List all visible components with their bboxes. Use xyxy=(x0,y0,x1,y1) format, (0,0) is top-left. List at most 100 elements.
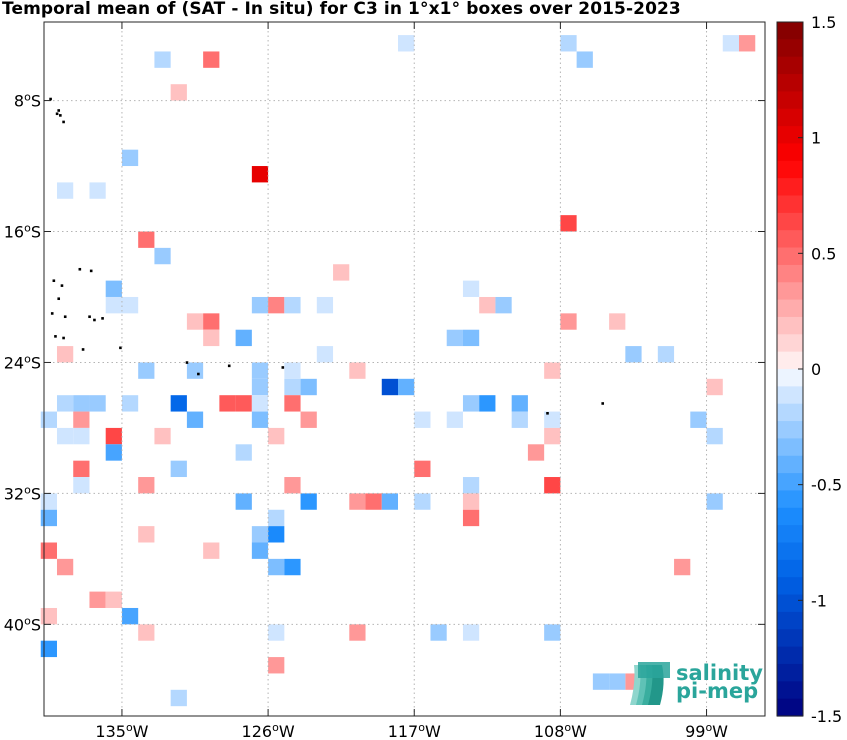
data-cell xyxy=(105,296,122,314)
colorbar-swatch xyxy=(777,195,803,214)
data-cell xyxy=(251,378,269,396)
data-cell xyxy=(89,591,106,608)
data-cell xyxy=(268,296,285,314)
data-cell xyxy=(414,460,431,478)
data-cell xyxy=(560,313,577,330)
colorbar-swatch xyxy=(777,108,803,127)
data-cell xyxy=(56,182,74,199)
colorbar-swatch xyxy=(777,507,803,526)
data-cell xyxy=(121,607,139,625)
data-cell xyxy=(462,280,480,297)
data-cell xyxy=(268,657,285,674)
data-cell xyxy=(105,280,122,297)
colorbar-swatch xyxy=(777,212,803,231)
land-speck xyxy=(119,346,122,350)
data-cell xyxy=(495,296,512,314)
plot-frame xyxy=(43,21,766,717)
data-cell xyxy=(462,493,480,510)
data-cell xyxy=(40,509,57,527)
colorbar-tick-label: 1 xyxy=(811,129,821,148)
y-tick-label: 32oS xyxy=(4,483,41,503)
data-cell xyxy=(479,395,496,412)
data-cell xyxy=(40,640,57,658)
y-tick-label: 16oS xyxy=(4,222,41,242)
data-cell xyxy=(544,477,561,494)
data-cell xyxy=(89,182,106,199)
land-speck xyxy=(49,97,52,101)
colorbar-swatch xyxy=(777,178,803,197)
data-cell xyxy=(462,395,480,412)
data-cell xyxy=(235,329,252,347)
data-cell xyxy=(154,247,171,265)
data-cell xyxy=(511,411,528,428)
colorbar-swatch xyxy=(777,490,803,509)
data-cell xyxy=(203,313,220,330)
data-cell xyxy=(544,427,561,445)
land-speck xyxy=(81,348,85,351)
data-cell xyxy=(203,51,220,68)
data-cell xyxy=(462,624,480,641)
data-cell xyxy=(446,329,463,347)
y-tick-label: 24oS xyxy=(4,352,41,372)
data-cell xyxy=(544,362,561,379)
land-speck xyxy=(101,317,104,320)
x-tick-label: 117oW xyxy=(388,721,441,740)
logo-line2: pi-mep xyxy=(676,679,758,703)
land-speck xyxy=(88,315,91,319)
data-cell xyxy=(479,296,496,314)
colorbar-swatch xyxy=(777,160,803,179)
colorbar-swatch xyxy=(777,230,803,249)
land-speck xyxy=(601,402,605,405)
colorbar-swatch xyxy=(777,369,803,387)
data-cell xyxy=(56,427,74,445)
data-cells-layer xyxy=(40,35,756,707)
colorbar-swatch xyxy=(777,559,803,578)
data-cell xyxy=(511,395,528,412)
chart-title: Temporal mean of (SAT - In situ) for C3 … xyxy=(2,0,681,19)
data-cell xyxy=(268,509,285,527)
data-cell xyxy=(576,51,593,68)
land-speck xyxy=(59,114,62,117)
grid-layer xyxy=(44,22,765,716)
colorbar-swatch xyxy=(777,316,803,335)
land-layer xyxy=(49,97,605,415)
data-cell xyxy=(40,542,57,559)
data-cell xyxy=(203,329,220,347)
data-cell xyxy=(462,477,480,494)
data-cell xyxy=(105,444,122,461)
data-cell xyxy=(251,395,269,412)
colorbar-swatch xyxy=(777,299,803,318)
data-cell xyxy=(381,378,399,396)
data-cell xyxy=(706,378,723,396)
data-cell xyxy=(89,395,106,412)
colorbar-swatch xyxy=(777,91,803,110)
colorbar-tick-label: 0.5 xyxy=(811,244,836,263)
data-cell xyxy=(105,427,122,445)
colorbar-swatch xyxy=(777,629,803,648)
land-speck xyxy=(546,411,549,415)
land-speck xyxy=(185,361,189,364)
colorbar-tick-label: 0 xyxy=(811,360,821,379)
land-speck xyxy=(57,109,61,112)
data-cell xyxy=(349,624,366,641)
colorbar-swatch xyxy=(777,39,803,58)
colorbar-swatch xyxy=(777,247,803,266)
data-cell xyxy=(300,411,317,428)
data-cell xyxy=(381,493,399,510)
x-tick-label: 126oW xyxy=(242,721,295,740)
data-cell xyxy=(73,411,90,428)
data-cell xyxy=(56,395,74,412)
data-cell xyxy=(170,84,187,101)
axes-layer: 135oW 126oW 117oW 108oW 99oW 8oS 16oS 24oS 32oS 4… xyxy=(4,21,766,740)
data-cell xyxy=(73,460,90,478)
data-cell xyxy=(284,558,301,576)
colorbar-swatch xyxy=(777,74,803,92)
data-cell xyxy=(674,558,691,576)
data-cell xyxy=(235,493,252,510)
data-cell xyxy=(349,493,366,510)
land-speck xyxy=(281,366,285,369)
data-cell xyxy=(625,346,642,363)
data-cell xyxy=(544,411,561,428)
x-tick-label: 135oW xyxy=(95,721,148,740)
colorbar-swatch xyxy=(777,542,803,561)
